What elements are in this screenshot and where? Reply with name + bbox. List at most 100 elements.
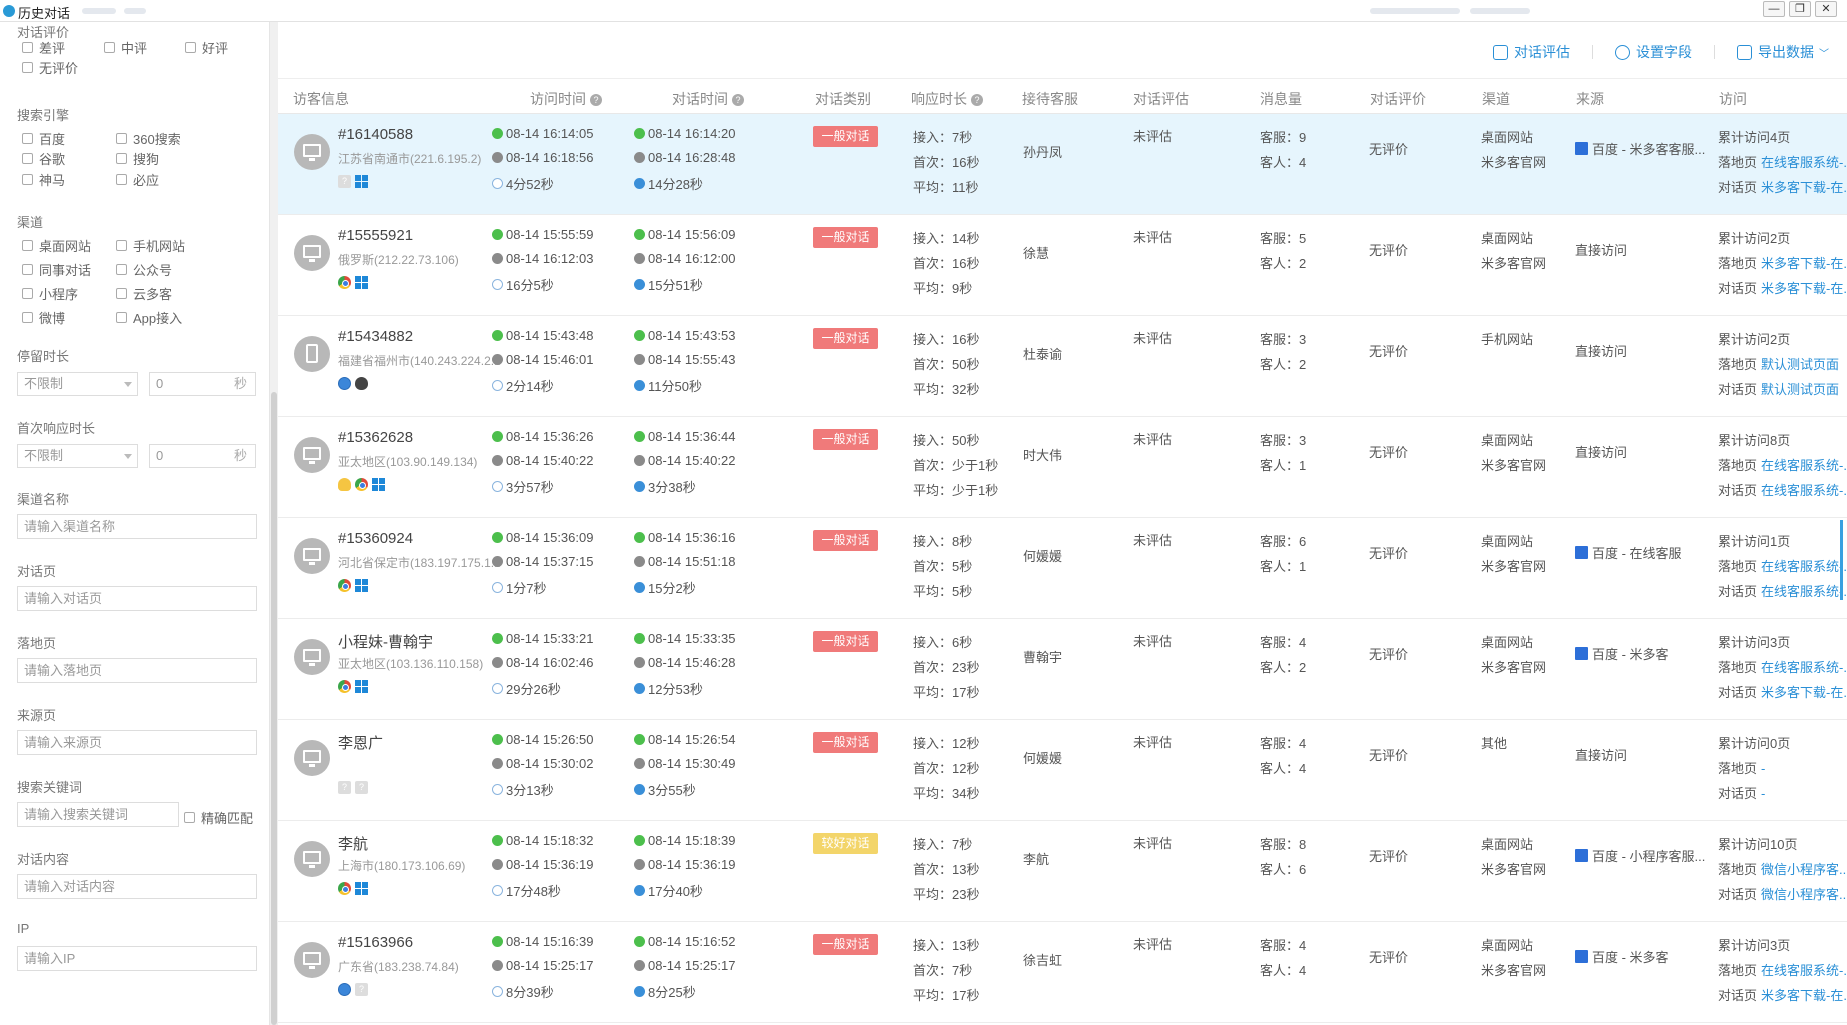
checkbox-box[interactable] <box>116 153 127 164</box>
chat-page-link[interactable]: - <box>1761 786 1766 801</box>
help-icon[interactable]: ? <box>590 94 602 106</box>
chat-page-link[interactable]: 米多客下载-在... <box>1761 281 1847 296</box>
chat-page-link[interactable]: 米多客下载-在... <box>1761 685 1847 700</box>
stay-duration-select[interactable]: 不限制 <box>17 372 138 396</box>
checkbox-box[interactable] <box>116 264 127 275</box>
checkbox-eval-mid[interactable]: 中评 <box>104 38 147 57</box>
visitor-name[interactable]: #15434882 <box>338 328 414 345</box>
col-channel[interactable]: 渠道 <box>1482 91 1510 107</box>
checkbox-channel-mobile[interactable]: 手机网站 <box>116 236 185 255</box>
landing-link[interactable]: 默认测试页面 <box>1761 357 1840 372</box>
chat-page-input[interactable]: 请输入对话页 <box>17 586 257 611</box>
visitor-name[interactable]: 小程妹-曹翰宇 <box>338 634 433 651</box>
landing-link[interactable]: 在线客服系统-... <box>1761 559 1847 574</box>
chat-page-link[interactable]: 米多客下载-在... <box>1761 180 1847 195</box>
chat-page-link[interactable]: 在线客服系统-... <box>1761 584 1847 599</box>
close-button[interactable]: ✕ <box>1815 1 1837 17</box>
checkbox-box[interactable] <box>22 62 33 73</box>
table-row[interactable]: #16140588 江苏省南通市(221.6.195.2)? 08-14 16:14… <box>278 114 1847 215</box>
table-row[interactable]: #15434882 福建省福州市(140.243.224.2... 08-14 15… <box>278 316 1847 417</box>
checkbox-channel-app[interactable]: App接入 <box>116 308 182 327</box>
checkbox-exact-match[interactable]: 精确匹配 <box>184 808 253 827</box>
col-messages[interactable]: 消息量 <box>1260 91 1302 107</box>
checkbox-channel-colleague[interactable]: 同事对话 <box>22 260 91 279</box>
table-row[interactable]: #15360924 河北省保定市(183.197.175.1... 08-14 15… <box>278 518 1847 619</box>
checkbox-channel-yunduoke[interactable]: 云多客 <box>116 284 172 303</box>
chat-page-link[interactable]: 微信小程序客... <box>1761 887 1847 902</box>
checkbox-box[interactable] <box>22 133 33 144</box>
chat-page-link[interactable]: 在线客服系统-... <box>1761 483 1847 498</box>
checkbox-channel-desktop[interactable]: 桌面网站 <box>22 236 91 255</box>
visitor-name[interactable]: #15163966 <box>338 934 414 951</box>
landing-page-input[interactable]: 请输入落地页 <box>17 658 257 683</box>
scrollbar-thumb[interactable] <box>271 392 277 1025</box>
sidebar-scrollbar[interactable] <box>270 22 278 1025</box>
checkbox-eval-good[interactable]: 好评 <box>185 38 228 57</box>
checkbox-engine-360[interactable]: 360搜索 <box>116 129 181 148</box>
col-category[interactable]: 对话类别 <box>815 91 871 107</box>
landing-link[interactable]: 在线客服系统-... <box>1761 458 1847 473</box>
first-response-select[interactable]: 不限制 <box>17 444 138 468</box>
checkbox-engine-google[interactable]: 谷歌 <box>22 149 65 168</box>
ip-input[interactable]: 请输入IP <box>17 946 257 971</box>
checkbox-box[interactable] <box>116 174 127 185</box>
visitor-name[interactable]: #15555921 <box>338 227 414 244</box>
checkbox-box[interactable] <box>22 240 33 251</box>
visitor-name[interactable]: #15362628 <box>338 429 414 446</box>
landing-link[interactable]: 微信小程序客... <box>1761 862 1847 877</box>
checkbox-engine-shenma[interactable]: 神马 <box>22 170 65 189</box>
checkbox-engine-baidu[interactable]: 百度 <box>22 129 65 148</box>
keyword-input[interactable]: 请输入搜索关键词 <box>17 802 179 827</box>
col-visitor[interactable]: 访客信息 <box>293 91 349 107</box>
col-chat-time[interactable]: 对话时间? <box>672 89 744 109</box>
source-page-input[interactable]: 请输入来源页 <box>17 730 257 755</box>
checkbox-box[interactable] <box>22 174 33 185</box>
chat-page-link[interactable]: 默认测试页面 <box>1761 382 1840 397</box>
checkbox-box[interactable] <box>22 288 33 299</box>
maximize-button[interactable]: ❐ <box>1789 1 1811 17</box>
col-rating[interactable]: 对话评价 <box>1370 91 1426 107</box>
minimize-button[interactable]: — <box>1763 1 1785 17</box>
landing-link[interactable]: - <box>1761 761 1766 776</box>
checkbox-channel-miniprogram[interactable]: 小程序 <box>22 284 78 303</box>
landing-link[interactable]: 米多客下载-在... <box>1761 256 1847 271</box>
checkbox-box[interactable] <box>184 812 195 823</box>
checkbox-channel-official[interactable]: 公众号 <box>116 260 172 279</box>
table-row[interactable]: #15362628 亚太地区(103.90.149.134) 08-14 15:36… <box>278 417 1847 518</box>
table-row[interactable]: #15163966 广东省(183.238.74.84)? 08-14 15:16:… <box>278 922 1847 1023</box>
channel-name-input[interactable]: 请输入渠道名称 <box>17 514 257 539</box>
visitor-name[interactable]: 李航 <box>338 836 369 853</box>
table-row[interactable]: #15555921 俄罗斯(212.22.73.106) 08-14 15:55:5… <box>278 215 1847 316</box>
help-icon[interactable]: ? <box>732 94 744 106</box>
checkbox-channel-weibo[interactable]: 微博 <box>22 308 65 327</box>
table-row[interactable]: 李恩广?? 08-14 15:26:50 08-14 15:30:02 3分13秒 08… <box>278 720 1847 821</box>
checkbox-box[interactable] <box>22 264 33 275</box>
checkbox-box[interactable] <box>22 42 33 53</box>
help-icon[interactable]: ? <box>971 94 983 106</box>
col-agent[interactable]: 接待客服 <box>1022 91 1078 107</box>
table-scrollbar[interactable] <box>1840 520 1843 600</box>
checkbox-eval-bad[interactable]: 差评 <box>22 38 65 57</box>
checkbox-box[interactable] <box>22 312 33 323</box>
checkbox-box[interactable] <box>116 240 127 251</box>
checkbox-box[interactable] <box>116 133 127 144</box>
col-response[interactable]: 响应时长? <box>911 89 983 109</box>
visitor-name[interactable]: #16140588 <box>338 126 414 143</box>
set-fields-button[interactable]: 设置字段 <box>1615 42 1692 62</box>
checkbox-eval-none[interactable]: 无评价 <box>22 58 78 77</box>
checkbox-box[interactable] <box>22 153 33 164</box>
checkbox-engine-sogou[interactable]: 搜狗 <box>116 149 159 168</box>
col-assess[interactable]: 对话评估 <box>1133 91 1189 107</box>
checkbox-box[interactable] <box>185 42 196 53</box>
col-visits[interactable]: 访问 <box>1719 91 1747 107</box>
landing-link[interactable]: 在线客服系统-... <box>1761 155 1847 170</box>
visitor-name[interactable]: #15360924 <box>338 530 414 547</box>
table-row[interactable]: 李航 上海市(180.173.106.69) 08-14 15:18:32 08-14… <box>278 821 1847 922</box>
landing-link[interactable]: 在线客服系统-... <box>1761 660 1847 675</box>
checkbox-box[interactable] <box>116 312 127 323</box>
checkbox-box[interactable] <box>104 42 115 53</box>
export-button[interactable]: 导出数据 ﹀ <box>1737 42 1829 62</box>
col-source[interactable]: 来源 <box>1576 91 1604 107</box>
table-row[interactable]: 小程妹-曹翰宇 亚太地区(103.136.110.158) 08-14 15:33:… <box>278 619 1847 720</box>
